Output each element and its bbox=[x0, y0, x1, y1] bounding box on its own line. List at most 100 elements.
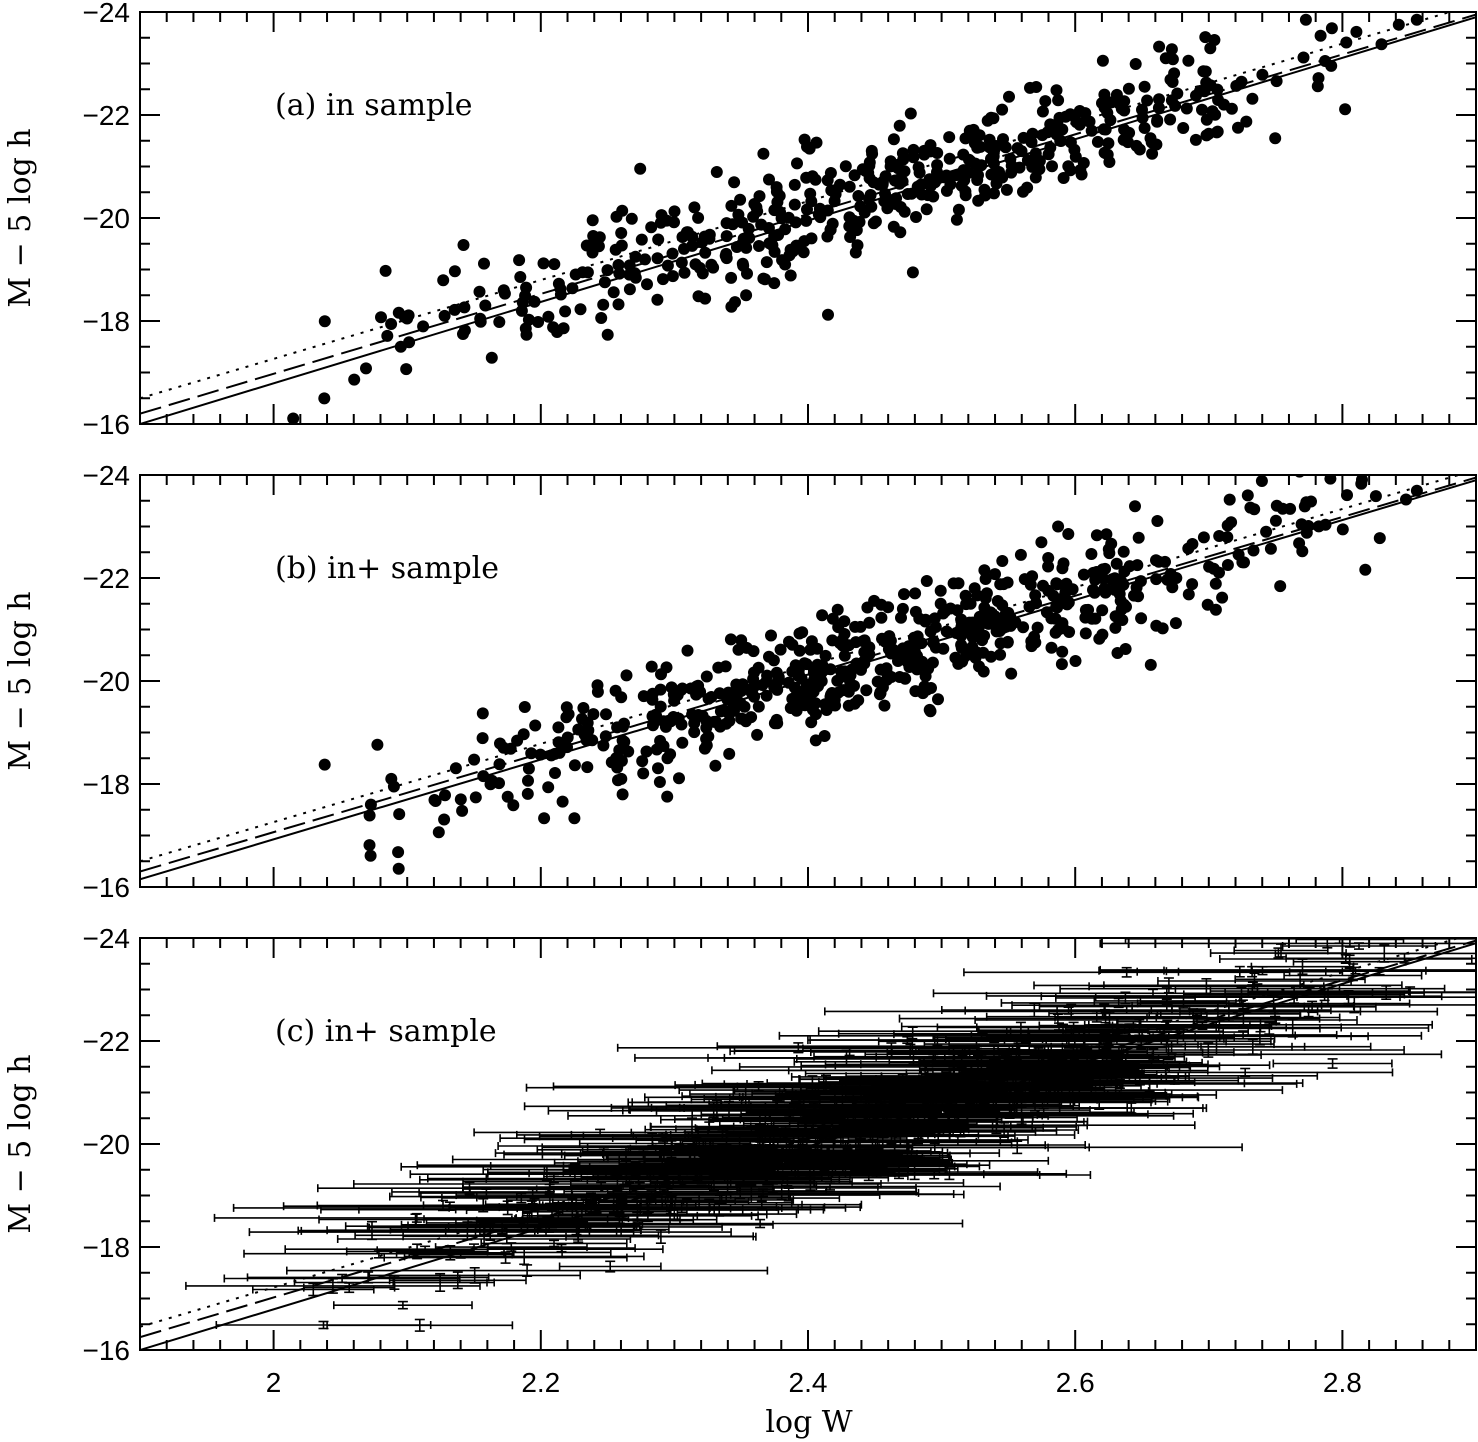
data-point bbox=[745, 711, 758, 724]
data-point bbox=[1118, 95, 1131, 108]
data-point bbox=[779, 258, 792, 271]
data-point bbox=[1109, 610, 1122, 623]
data-point bbox=[969, 651, 982, 664]
data-point bbox=[581, 761, 594, 774]
data-point bbox=[1113, 588, 1126, 600]
data-point bbox=[985, 650, 997, 663]
data-point bbox=[402, 1229, 755, 1243]
data-point bbox=[783, 249, 796, 262]
data-point bbox=[895, 611, 907, 624]
data-point bbox=[609, 684, 622, 697]
data-point bbox=[547, 321, 560, 334]
data-point bbox=[660, 1148, 951, 1164]
data-point bbox=[1165, 43, 1178, 56]
data-point bbox=[518, 701, 531, 713]
data-point bbox=[678, 242, 690, 255]
fit-line-dotted bbox=[140, 475, 1462, 863]
data-point bbox=[454, 793, 467, 806]
data-point bbox=[1129, 500, 1141, 513]
data-point bbox=[1122, 82, 1135, 95]
data-point bbox=[1336, 523, 1349, 536]
data-point bbox=[770, 713, 783, 726]
data-point bbox=[616, 788, 629, 801]
data-point bbox=[1132, 531, 1145, 544]
data-point bbox=[1166, 581, 1179, 594]
data-point bbox=[1300, 496, 1313, 509]
data-point bbox=[1070, 116, 1083, 129]
data-point bbox=[574, 303, 587, 316]
data-point bbox=[686, 230, 699, 243]
data-point bbox=[1051, 578, 1064, 591]
data-point bbox=[919, 670, 932, 683]
data-point bbox=[903, 661, 916, 673]
data-point bbox=[1189, 133, 1202, 146]
data-point bbox=[1328, 450, 1340, 462]
data-point bbox=[797, 1116, 1196, 1135]
data-point bbox=[937, 642, 950, 655]
data-point bbox=[848, 169, 861, 182]
data-point bbox=[836, 639, 849, 652]
data-point bbox=[567, 1110, 1049, 1121]
data-point bbox=[1021, 181, 1034, 194]
data-point bbox=[852, 190, 865, 202]
data-point bbox=[664, 748, 677, 761]
y-tick-label: −22 bbox=[83, 100, 131, 131]
data-point bbox=[736, 1181, 828, 1201]
data-point bbox=[1197, 531, 1210, 544]
data-point bbox=[1217, 98, 1230, 111]
data-point bbox=[661, 790, 674, 803]
data-point bbox=[348, 373, 361, 386]
data-point bbox=[580, 1170, 823, 1185]
data-point bbox=[1312, 72, 1325, 85]
data-point bbox=[811, 642, 824, 655]
data-point bbox=[1150, 619, 1163, 632]
data-point bbox=[493, 316, 506, 328]
data-point bbox=[798, 1074, 1086, 1084]
data-point bbox=[736, 257, 749, 270]
data-point bbox=[587, 708, 600, 721]
data-point bbox=[501, 790, 514, 803]
data-point bbox=[1118, 104, 1131, 117]
data-point bbox=[1109, 95, 1122, 108]
data-point bbox=[1031, 621, 1044, 634]
data-point bbox=[959, 185, 972, 198]
data-point bbox=[485, 351, 498, 364]
data-point bbox=[807, 685, 820, 698]
data-point bbox=[1146, 147, 1159, 160]
data-point bbox=[952, 203, 965, 216]
data-point bbox=[1100, 528, 1113, 541]
data-point bbox=[907, 151, 920, 164]
data-point bbox=[383, 1251, 628, 1264]
data-point bbox=[958, 174, 971, 187]
data-point bbox=[560, 1146, 692, 1162]
data-point bbox=[805, 232, 818, 245]
data-point bbox=[768, 277, 781, 290]
data-point bbox=[858, 635, 871, 648]
data-point bbox=[438, 309, 451, 322]
data-point bbox=[513, 254, 526, 267]
data-point bbox=[791, 157, 803, 170]
data-point bbox=[1138, 80, 1151, 93]
data-point bbox=[809, 697, 822, 710]
data-point bbox=[688, 726, 701, 739]
data-point bbox=[520, 328, 533, 341]
data-point bbox=[1062, 528, 1075, 540]
panel-label: (a) in sample bbox=[275, 88, 473, 123]
data-point bbox=[1211, 125, 1224, 138]
data-point bbox=[822, 308, 834, 321]
data-point bbox=[726, 218, 739, 231]
data-point bbox=[810, 136, 823, 149]
data-point bbox=[600, 708, 612, 721]
y-tick-label: −18 bbox=[83, 1232, 131, 1263]
data-point bbox=[985, 168, 998, 181]
data-point bbox=[816, 609, 829, 622]
data-point bbox=[287, 412, 300, 424]
data-point bbox=[1240, 115, 1253, 128]
data-point bbox=[1206, 105, 1219, 118]
data-point bbox=[1000, 183, 1013, 196]
data-point bbox=[820, 704, 833, 716]
data-point bbox=[690, 680, 703, 693]
data-point bbox=[751, 728, 764, 741]
data-point bbox=[994, 578, 1007, 591]
data-point bbox=[473, 285, 486, 298]
